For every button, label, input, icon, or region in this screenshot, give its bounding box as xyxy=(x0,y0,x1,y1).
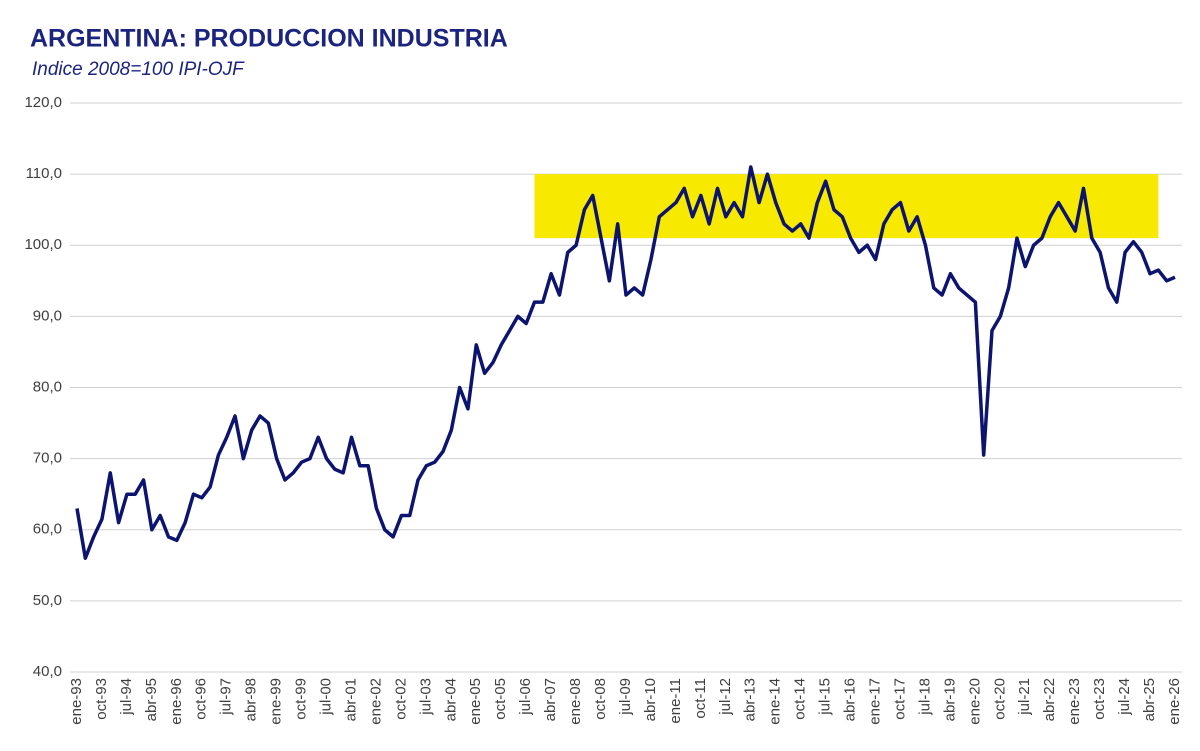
y-tick-label: 40,0 xyxy=(33,663,62,680)
x-tick-label: ene-02 xyxy=(367,678,384,725)
x-tick-label: ene-11 xyxy=(667,678,684,724)
x-tick-label: ene-14 xyxy=(767,678,784,725)
chart-subtitle: Indice 2008=100 IPI-OJF xyxy=(32,59,245,80)
x-tick-label: ene-05 xyxy=(467,678,484,725)
x-tick-label: ene-20 xyxy=(966,678,983,725)
x-tick-label: ene-99 xyxy=(268,678,285,725)
x-tick-label: jul-24 xyxy=(1116,678,1133,716)
x-tick-label: jul-94 xyxy=(118,678,135,716)
x-tick-label: oct-20 xyxy=(991,678,1008,720)
x-tick-label: abr-01 xyxy=(342,678,359,721)
x-tick-label: jul-21 xyxy=(1016,678,1033,716)
x-tick-label: jul-15 xyxy=(817,678,834,716)
y-tick-label: 80,0 xyxy=(33,378,62,395)
x-tick-label: abr-10 xyxy=(642,678,659,721)
x-tick-label: jul-00 xyxy=(318,678,335,716)
x-tick-label: ene-23 xyxy=(1066,678,1083,725)
x-tick-label: oct-93 xyxy=(93,678,110,720)
x-tick-label: oct-14 xyxy=(792,678,809,720)
y-tick-label: 100,0 xyxy=(24,236,62,253)
x-tick-label: jul-18 xyxy=(916,678,933,716)
x-tick-label: abr-04 xyxy=(442,678,459,721)
x-tick-label: abr-13 xyxy=(742,678,759,721)
y-tick-label: 110,0 xyxy=(26,165,62,182)
x-tick-label: abr-25 xyxy=(1141,678,1158,721)
x-tick-label: ene-96 xyxy=(168,678,185,725)
y-tick-label: 50,0 xyxy=(33,592,62,609)
x-tick-label: ene-26 xyxy=(1166,678,1183,725)
chart-title: ARGENTINA: PRODUCCION INDUSTRIA xyxy=(30,25,508,53)
x-tick-label: oct-02 xyxy=(392,678,409,720)
x-tick-label: jul-06 xyxy=(517,678,534,716)
x-tick-label: oct-11 xyxy=(692,678,709,719)
x-tick-label: ene-17 xyxy=(867,678,884,725)
x-tick-label: jul-03 xyxy=(417,678,434,716)
x-tick-label: oct-17 xyxy=(891,678,908,720)
x-tick-label: abr-16 xyxy=(842,678,859,721)
x-tick-label: abr-22 xyxy=(1041,678,1058,721)
x-tick-label: ene-93 xyxy=(68,678,85,725)
x-tick-label: abr-19 xyxy=(941,678,958,721)
y-tick-label: 60,0 xyxy=(33,521,62,538)
x-tick-label: jul-09 xyxy=(617,678,634,716)
y-tick-label: 70,0 xyxy=(33,450,62,467)
x-tick-label: oct-99 xyxy=(293,678,310,720)
y-tick-label: 120,0 xyxy=(24,94,62,111)
x-tick-label: oct-05 xyxy=(492,678,509,720)
x-tick-label: jul-12 xyxy=(717,678,734,716)
y-tick-label: 90,0 xyxy=(33,307,62,324)
x-tick-label: abr-98 xyxy=(243,678,260,721)
x-tick-label: oct-23 xyxy=(1091,678,1108,720)
x-tick-label: abr-07 xyxy=(542,678,559,721)
x-tick-label: abr-95 xyxy=(143,678,160,721)
data-line xyxy=(75,165,1176,560)
x-tick-label: jul-97 xyxy=(218,678,235,716)
x-tick-label: ene-08 xyxy=(567,678,584,725)
x-tick-label: oct-08 xyxy=(592,678,609,720)
x-tick-label: oct-96 xyxy=(193,678,210,720)
